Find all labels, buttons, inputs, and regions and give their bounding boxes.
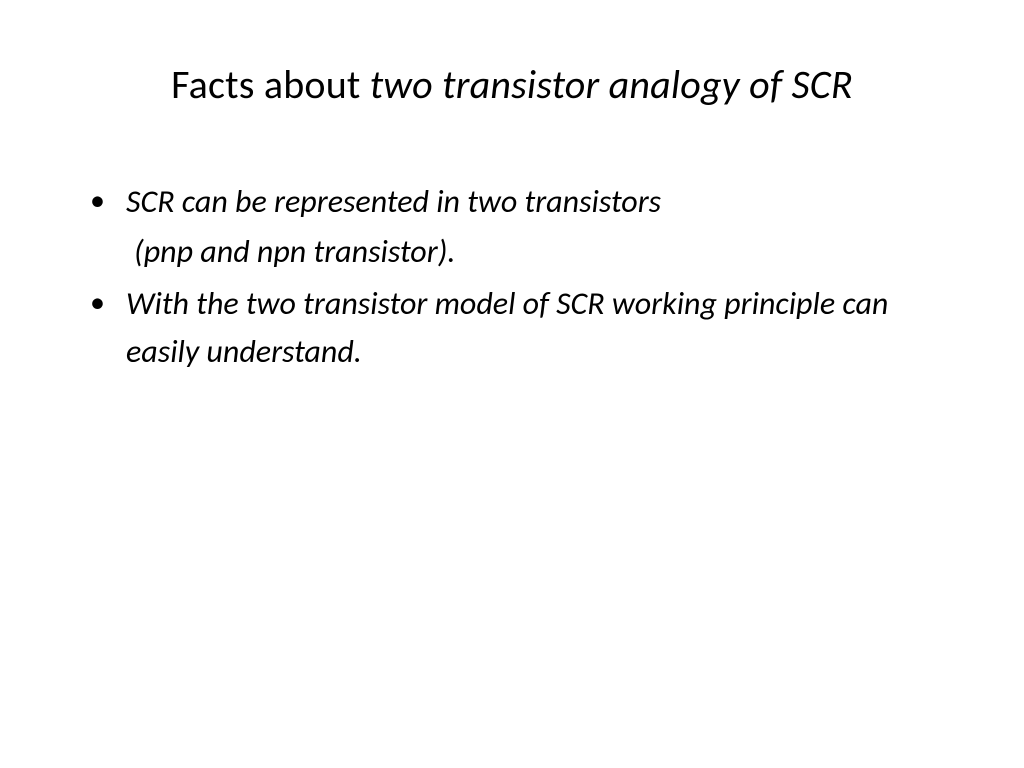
bullet-list: SCR can be represented in two transistor… bbox=[78, 178, 946, 226]
slide-title: Facts about two transistor analogy of SC… bbox=[70, 60, 954, 110]
title-roman: Facts about bbox=[171, 60, 370, 109]
slide: Facts about two transistor analogy of SC… bbox=[0, 0, 1024, 768]
bullet-text: SCR can be represented in two transistor… bbox=[126, 182, 661, 221]
list-item: With the two transistor model of SCR wor… bbox=[78, 280, 946, 376]
list-item: SCR can be represented in two transistor… bbox=[78, 178, 946, 226]
bullet-continuation: (pnp and npn transistor). bbox=[78, 228, 946, 276]
bullet-list: With the two transistor model of SCR wor… bbox=[78, 280, 946, 376]
title-italic: two transistor analogy of SCR bbox=[370, 60, 853, 109]
slide-body: SCR can be represented in two transistor… bbox=[70, 178, 954, 376]
bullet-text: With the two transistor model of SCR wor… bbox=[126, 284, 888, 371]
